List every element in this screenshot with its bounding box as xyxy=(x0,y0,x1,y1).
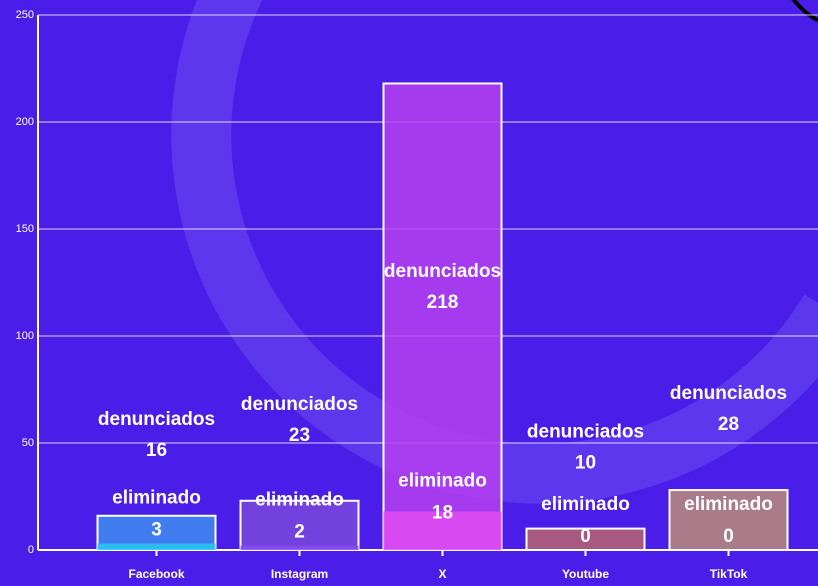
label-name: denunciados xyxy=(98,409,215,430)
x-tick-label: Instagram xyxy=(271,567,328,581)
y-tick-label: 250 xyxy=(16,9,34,21)
label-name: eliminado xyxy=(541,494,630,515)
label-name: eliminado xyxy=(112,488,201,509)
label-name: denunciados xyxy=(527,422,644,443)
label-value: 2 xyxy=(294,522,305,543)
label-value: 18 xyxy=(432,502,453,523)
x-tick-label: Facebook xyxy=(128,567,184,581)
y-tick-label: 150 xyxy=(16,223,34,235)
x-tick-label: TikTok xyxy=(710,567,748,581)
y-tick-label: 100 xyxy=(16,330,34,342)
label-name: denunciados xyxy=(670,383,787,404)
decor-arc xyxy=(171,0,818,504)
label-value: 0 xyxy=(723,526,734,547)
y-tick-label: 0 xyxy=(28,544,34,556)
label-name: eliminado xyxy=(398,470,487,491)
y-tick-label: 50 xyxy=(22,437,34,449)
label-value: 28 xyxy=(718,414,739,435)
label-value: 218 xyxy=(427,292,459,313)
label-name: eliminado xyxy=(684,494,773,515)
bar xyxy=(525,527,646,551)
label-name: denunciados xyxy=(384,261,501,282)
label-value: 10 xyxy=(575,453,596,474)
label-value: 0 xyxy=(580,526,591,547)
label-name: denunciados xyxy=(241,394,358,415)
x-tick-label: Youtube xyxy=(562,567,609,581)
decor-corner xyxy=(791,0,818,22)
label-value: 3 xyxy=(151,520,162,541)
bar xyxy=(668,489,789,551)
x-tick-label: X xyxy=(438,567,446,581)
label-value: 16 xyxy=(146,440,167,461)
y-tick-label: 200 xyxy=(16,116,34,128)
bar xyxy=(383,511,502,550)
bar xyxy=(240,545,359,550)
label-name: eliminado xyxy=(255,490,344,511)
label-value: 23 xyxy=(289,425,310,446)
bar xyxy=(97,543,216,550)
bar xyxy=(382,82,503,551)
